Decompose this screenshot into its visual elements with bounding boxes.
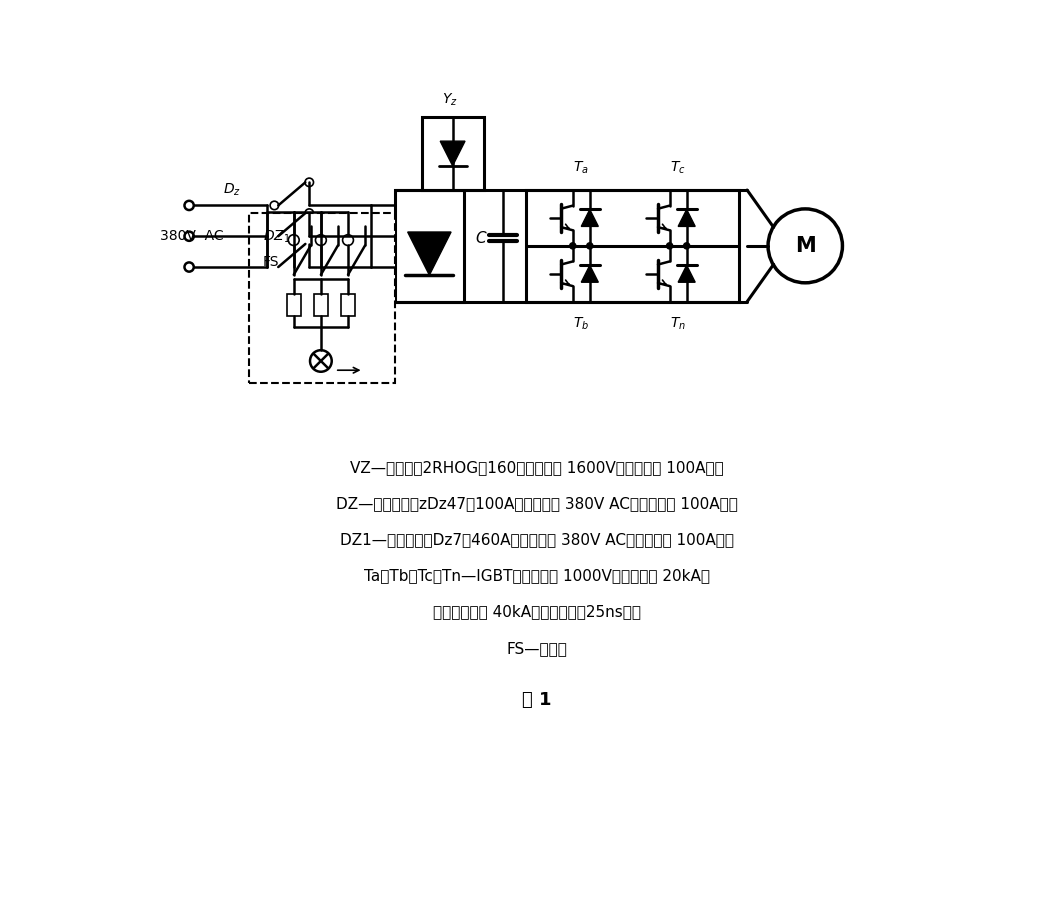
Bar <box>287 294 301 316</box>
Polygon shape <box>582 210 598 226</box>
Circle shape <box>270 232 279 240</box>
Text: FS—防雷器: FS—防雷器 <box>506 640 568 656</box>
Text: DZ1—空气开关（Dz7－460A，工作电压 380V AC，工作电流 100A）；: DZ1—空气开关（Dz7－460A，工作电压 380V AC，工作电流 100A… <box>341 532 734 547</box>
Circle shape <box>343 235 353 246</box>
Text: $D_z$: $D_z$ <box>223 182 241 198</box>
Text: $Y_z$: $Y_z$ <box>441 91 457 108</box>
Circle shape <box>305 239 313 248</box>
Polygon shape <box>678 210 695 226</box>
Circle shape <box>667 243 673 249</box>
Circle shape <box>305 179 313 187</box>
Text: $T_c$: $T_c$ <box>671 160 686 176</box>
Polygon shape <box>408 232 451 275</box>
Circle shape <box>270 201 279 210</box>
Polygon shape <box>440 141 465 166</box>
Bar <box>341 294 355 316</box>
Circle shape <box>305 209 313 217</box>
Circle shape <box>184 231 194 241</box>
Bar <box>421 117 483 190</box>
Circle shape <box>288 235 299 246</box>
Circle shape <box>184 201 194 210</box>
Circle shape <box>683 243 690 249</box>
Text: Ta、Tb、Tc、Tn—IGBT（击穿电压 1000V，工作电流 20kA，: Ta、Tb、Tc、Tn—IGBT（击穿电压 1000V，工作电流 20kA， <box>364 569 711 583</box>
Text: 最大工作电流 40kA，动作时间＜25ns）；: 最大工作电流 40kA，动作时间＜25ns）； <box>433 605 641 620</box>
Circle shape <box>587 243 593 249</box>
Polygon shape <box>582 266 598 283</box>
Circle shape <box>570 243 575 249</box>
Circle shape <box>768 209 843 283</box>
Text: $C$: $C$ <box>475 231 487 246</box>
Circle shape <box>310 350 332 371</box>
Bar <box>526 190 740 301</box>
Text: VZ—整流桥（2RHOG－160，击穿电压 1600V，工作电流 100A）；: VZ—整流桥（2RHOG－160，击穿电压 1600V，工作电流 100A）； <box>350 460 724 475</box>
Text: DZ—空气开关（zDz47－100A，工作电压 380V AC，工作电流 100A）；: DZ—空气开关（zDz47－100A，工作电压 380V AC，工作电流 100… <box>336 496 738 511</box>
Bar <box>394 190 464 301</box>
Text: FS: FS <box>263 256 279 269</box>
Bar <box>248 213 394 382</box>
Circle shape <box>315 235 326 246</box>
Text: 图 1: 图 1 <box>522 691 552 709</box>
Polygon shape <box>678 266 695 283</box>
Text: 380V  AC: 380V AC <box>160 230 224 243</box>
Circle shape <box>184 263 194 272</box>
Text: M: M <box>794 236 815 256</box>
Circle shape <box>270 263 279 271</box>
Text: $T_b$: $T_b$ <box>573 316 589 332</box>
Text: $T_a$: $T_a$ <box>573 160 589 176</box>
Text: $DZ_1$: $DZ_1$ <box>263 229 290 245</box>
Text: $T_n$: $T_n$ <box>670 316 686 332</box>
Bar <box>314 294 328 316</box>
